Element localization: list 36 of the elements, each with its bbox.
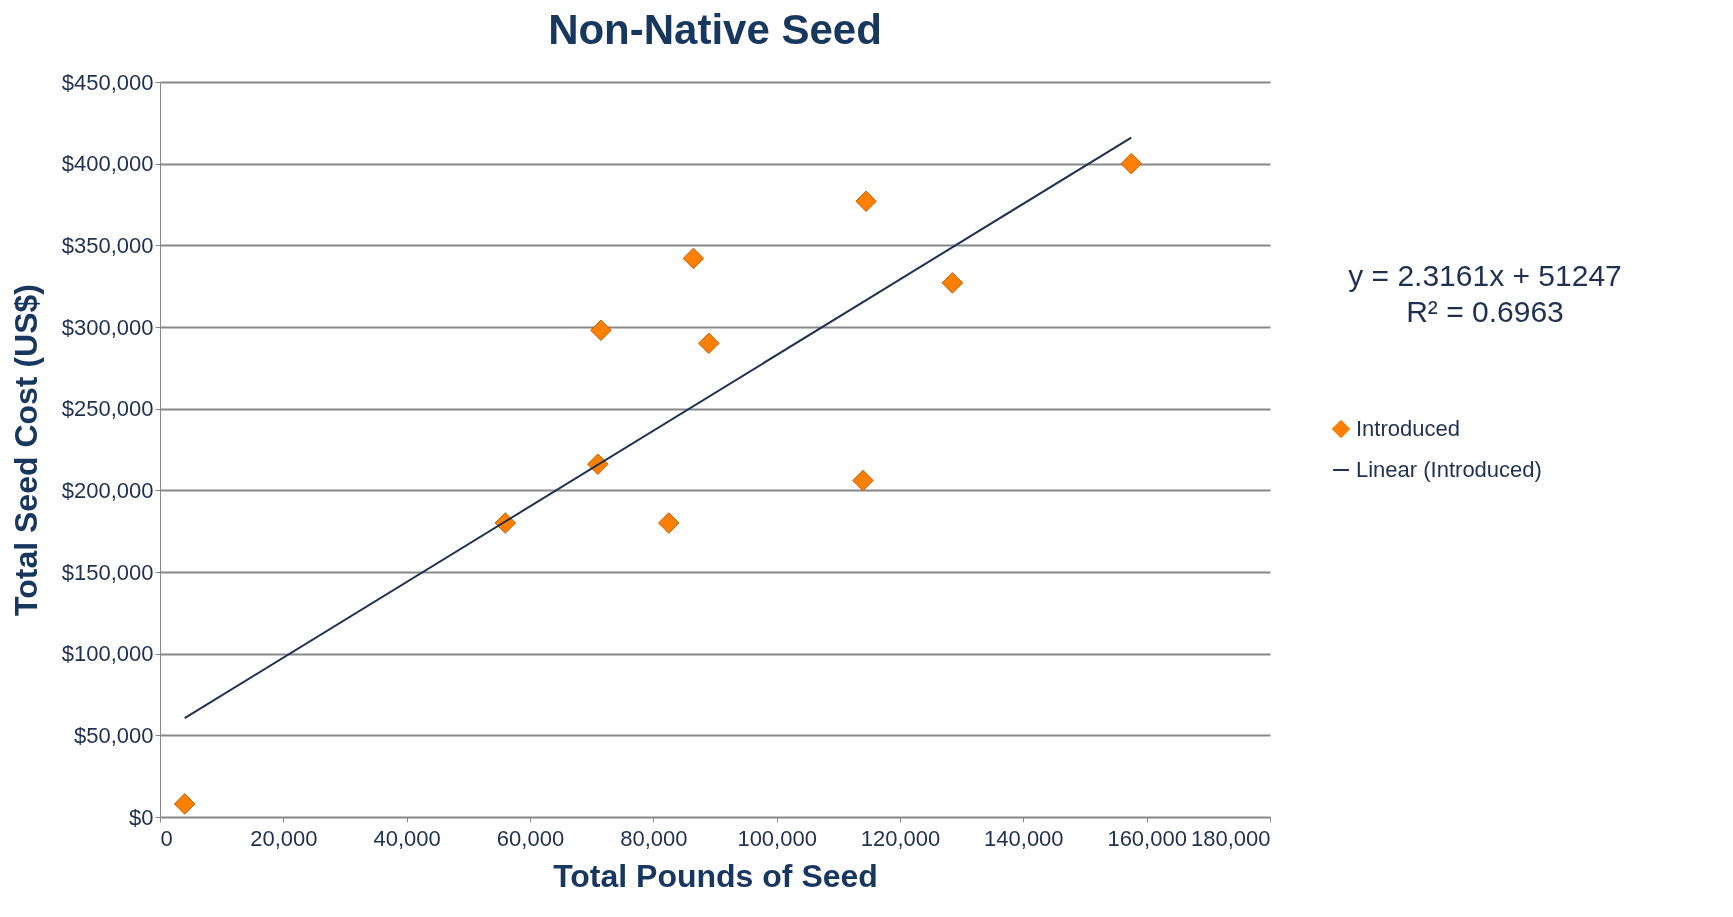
x-tick-label: 120,000 [860,825,941,851]
point [855,190,877,212]
y-tick-label: $400,000 [61,151,154,177]
point [941,272,964,294]
y-tick-label: $300,000 [61,314,154,340]
y-tick-label: $350,000 [61,232,154,258]
text: y = 2.3161x + 51247 [1348,259,1622,292]
x-tick-label: 40,000 [373,825,441,851]
y-tick-label: $0 [129,804,154,830]
y-tick-label: $150,000 [61,559,154,585]
x-tick-label: 20,000 [250,825,318,851]
point [658,512,680,534]
legend-label: Introduced [1356,416,1460,441]
point [590,319,612,342]
point [852,469,874,492]
x-tick-label: 140,000 [984,825,1064,851]
x-tick-label: 100,000 [737,825,817,851]
legend-label: Linear (Introduced) [1356,457,1542,482]
x-tick-label: 0 [160,825,173,851]
chart-title: Non-Native Seed [548,6,882,53]
y-tick-label: $250,000 [61,396,154,422]
point [682,247,705,270]
text: R² = 0.6963 [1406,295,1564,328]
y-axis-title: Total Seed Cost (US$) [7,284,44,616]
x-tick-label: 80,000 [620,825,688,851]
x-tick-label: 180,000 [1190,825,1271,851]
point [1120,152,1142,175]
y-tick-label: $100,000 [61,641,154,667]
point [698,332,720,355]
y-tick-label: $50,000 [73,722,154,748]
point [173,793,196,815]
x-tick-label: 160,000 [1107,825,1187,851]
y-tick-label: $450,000 [61,69,154,95]
x-axis-title: Total Pounds of Seed [553,857,878,894]
y-tick-label: $200,000 [61,477,154,503]
x-tick-label: 60,000 [496,825,565,851]
